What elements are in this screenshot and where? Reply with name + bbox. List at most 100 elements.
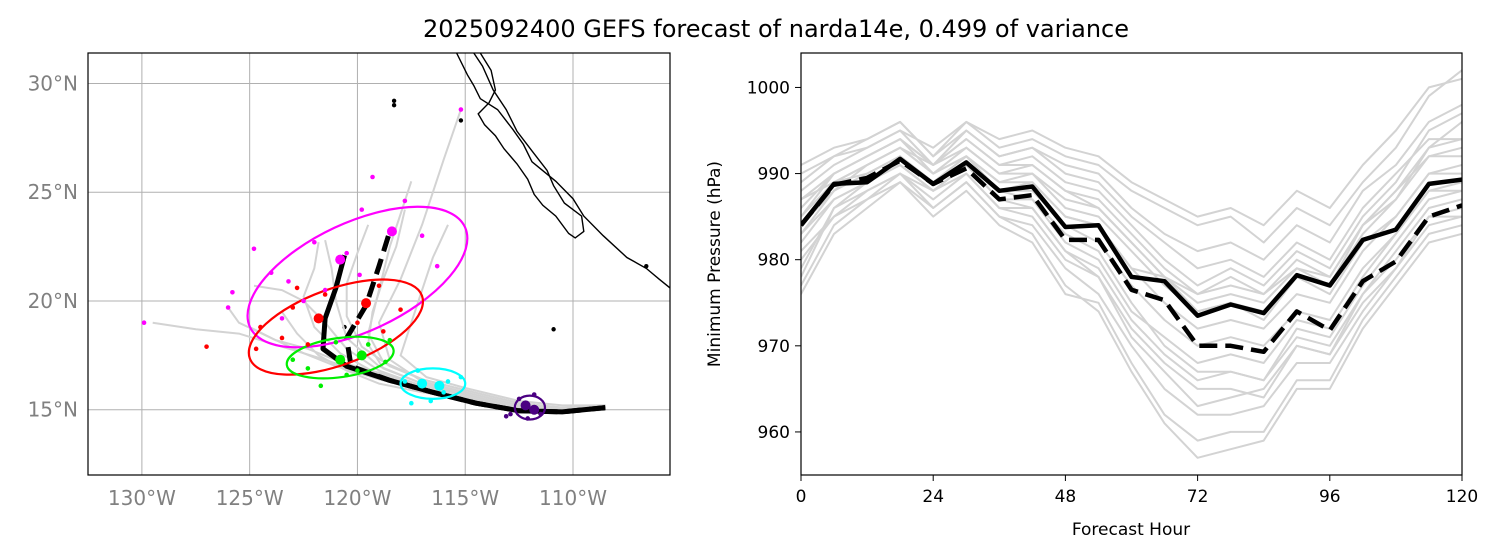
map-content [141,53,670,421]
map-frame [87,52,671,476]
member-position [387,337,393,343]
uncertainty-ellipse [513,394,547,421]
map-x-tick-label: 110°W [539,486,607,510]
map-y-tick-label: 25°N [28,180,78,204]
y-tick-label: 970 [758,337,790,357]
ensemble-pressure-line [801,138,1462,304]
member-position [251,246,257,252]
member-position [301,298,306,304]
pressure-x-ticks: 0 24 48 72 96 120 [796,475,1478,507]
ensemble-pressure-line [801,181,1462,442]
ensemble-track [345,224,606,409]
member-position [141,320,147,326]
member-position [428,398,434,404]
pressure-frame [800,52,1463,476]
member-position [286,279,291,284]
coastline [455,53,670,289]
map-y-tick-label: 30°N [28,71,78,95]
pressure-chart-panel: 0 24 48 72 96 120 960 970 980 990 1000 Forecast H… [705,52,1478,540]
mean-position [313,313,324,324]
map-y-tick-label: 15°N [28,398,78,422]
mean-position [361,298,372,309]
x-tick-label: 96 [1319,487,1341,507]
coastlines [342,53,670,332]
figure-title: 2025092400 GEFS forecast of narda14e, 0.… [423,15,1129,43]
member-position [225,305,231,310]
member-position [305,366,311,371]
ensemble-pressure-line [801,112,1462,287]
mean-position [386,226,397,237]
member-position [279,316,285,321]
mean-position [356,350,367,361]
x-tick-label: 120 [1446,487,1478,507]
island [391,98,397,104]
member-position [415,368,421,373]
member-position [370,174,375,180]
mean-position [335,354,346,365]
x-tick-label: 72 [1187,487,1209,507]
member-position [344,372,349,378]
map-x-tick-label: 130°W [108,486,176,510]
island [458,118,464,123]
ensemble-pressure-lines [801,69,1462,459]
member-position [419,233,425,239]
member-position [333,340,339,345]
island [551,327,556,332]
member-position [344,250,349,256]
member-position [458,107,464,112]
y-tick-label: 1000 [747,78,790,98]
x-tick-label: 0 [796,487,807,507]
mean-position [335,254,346,265]
member-position [402,198,408,204]
member-position [253,346,259,352]
mean-position [520,400,531,411]
member-position [445,379,451,384]
uncertainty-ellipse [246,205,469,349]
member-positions [141,107,543,421]
member-position [357,272,362,278]
uncertainty-ellipse [399,367,467,400]
member-position [279,335,285,341]
x-axis-label: Forecast Hour [1072,520,1190,540]
member-position [516,396,522,402]
map-y-tick-labels: 15°N 20°N 25°N 30°N [28,71,78,421]
member-position [538,411,543,417]
member-position [383,359,388,365]
member-position [365,342,371,347]
member-position [359,207,365,212]
member-position [322,287,328,293]
member-position [230,289,235,295]
member-position [268,270,274,276]
member-position [381,329,386,334]
map-x-tick-label: 120°W [323,486,391,510]
ensemble-pressure-line [801,103,1462,261]
pressure-y-ticks: 960 970 980 990 1000 [747,78,801,443]
ensemble-pressure-line [801,129,1462,278]
pressure-content [801,69,1462,459]
member-position [503,413,509,419]
member-position [290,357,296,363]
map-gridlines [88,53,670,475]
ensemble-pressure-line [801,172,1462,399]
mean-position [529,404,540,415]
island [391,103,397,108]
mean-position [417,378,428,389]
uncertainty-ellipse [285,335,395,380]
map-x-tick-label: 115°W [431,486,499,510]
map-x-tick-label: 125°W [216,486,284,510]
y-axis-label: Minimum Pressure (hPa) [705,161,725,367]
mean-dashed-line [801,158,1462,355]
member-position [290,305,296,310]
member-position [318,383,324,389]
mean-position [434,380,445,391]
mean-pressure-lines [801,156,1462,355]
ensemble-pressure-line [801,77,1462,227]
map-x-tick-labels: 130°W 125°W 120°W 115°W 110°W [108,486,607,510]
member-position [258,324,263,330]
member-position [312,239,317,245]
member-position [434,263,440,269]
ensemble-pressure-line [801,164,1462,382]
member-position [204,344,209,349]
member-position [531,392,537,397]
